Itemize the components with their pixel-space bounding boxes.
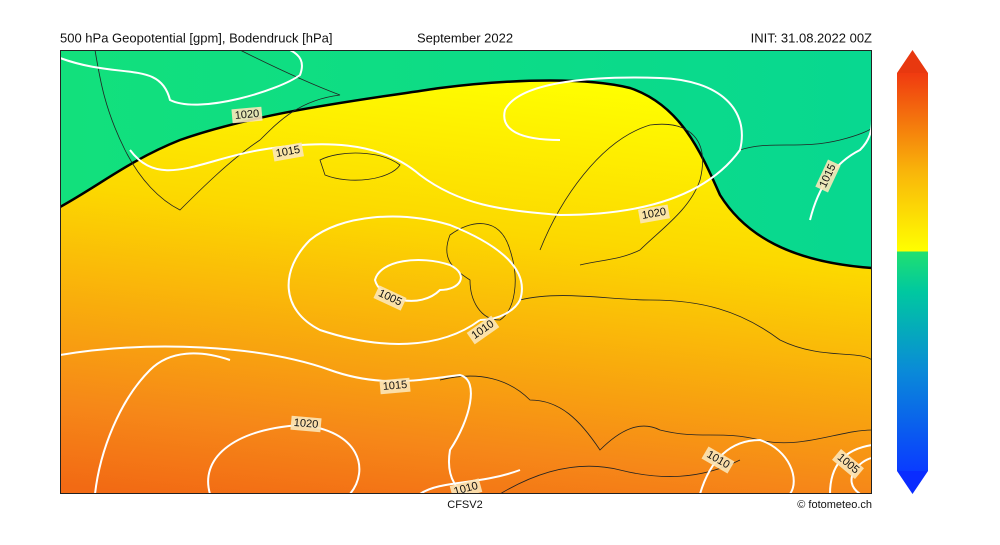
map-frame xyxy=(60,50,872,494)
credit: © fotometeo.ch xyxy=(797,499,872,511)
isobar-label-bg xyxy=(832,448,864,480)
contour-5520 xyxy=(60,79,872,270)
init-time: INIT: 31.08.2022 00Z xyxy=(751,30,872,45)
isobar-label-bg xyxy=(638,204,670,224)
period: September 2022 xyxy=(417,30,513,45)
isobar-label-bg xyxy=(815,159,841,193)
isobar-label-text: 1020 xyxy=(234,108,259,122)
isobar-label: 1015 xyxy=(379,377,411,395)
isobar-label: 1020 xyxy=(638,204,670,224)
isobar-label: 1015 xyxy=(272,142,304,162)
coastlines xyxy=(94,50,872,494)
colorbar-body xyxy=(897,73,928,471)
isobar-label-bg xyxy=(373,285,407,311)
colorbar-max-arrow xyxy=(897,50,928,73)
colorbar-min-arrow xyxy=(897,471,928,494)
isobar-label-bg xyxy=(231,106,263,124)
isobar-label-bg xyxy=(449,478,483,494)
isobar-label-text: 1015 xyxy=(382,379,407,393)
isobar-label: 1020 xyxy=(290,415,322,433)
colorbar xyxy=(897,50,928,494)
isobar-label-bg xyxy=(290,415,322,433)
isobar-label-text: 1015 xyxy=(275,144,301,160)
isobar-label-text: 1020 xyxy=(641,206,667,222)
model-name: CFSV2 xyxy=(447,499,482,511)
isobar-label-bg xyxy=(701,446,735,474)
title: 500 hPa Geopotential [gpm], Bodendruck [… xyxy=(60,30,332,45)
isobar-label-bg xyxy=(272,142,304,162)
isobar-label-bg xyxy=(466,315,500,345)
map: 1020101510051010101510201010102010151010… xyxy=(60,50,872,494)
cold-region xyxy=(60,50,872,268)
isobar-label-text: 1020 xyxy=(293,417,318,431)
isobar-label: 1020 xyxy=(231,106,263,124)
isobar-label-bg xyxy=(379,377,411,395)
